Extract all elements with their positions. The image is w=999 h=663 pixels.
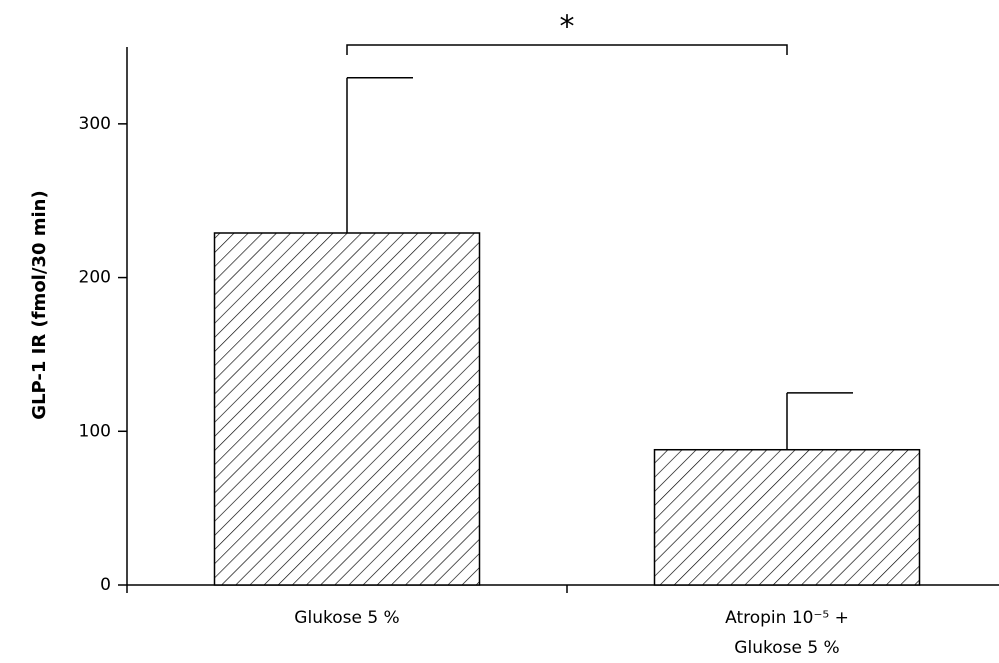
y-tick-label: 0 <box>100 575 111 595</box>
y-tick-label: 200 <box>79 268 111 288</box>
significance-marker: * <box>560 10 575 45</box>
significance-bracket <box>346 44 788 55</box>
bar <box>213 232 481 586</box>
x-tick-label: Atropin 10⁻⁵ + Glukose 5 % <box>725 608 849 658</box>
y-tick-label: 300 <box>79 114 111 134</box>
x-tick-label-box: Glukose 5 % <box>294 608 400 628</box>
x-tick-label: Glukose 5 % <box>294 608 400 628</box>
x-tick-label-box: Atropin 10⁻⁵ + Glukose 5 % <box>725 608 849 658</box>
bar <box>653 448 921 586</box>
y-tick-label: 100 <box>79 421 111 441</box>
y-axis-label: GLP-1 IR (fmol/30 min) <box>29 190 50 419</box>
